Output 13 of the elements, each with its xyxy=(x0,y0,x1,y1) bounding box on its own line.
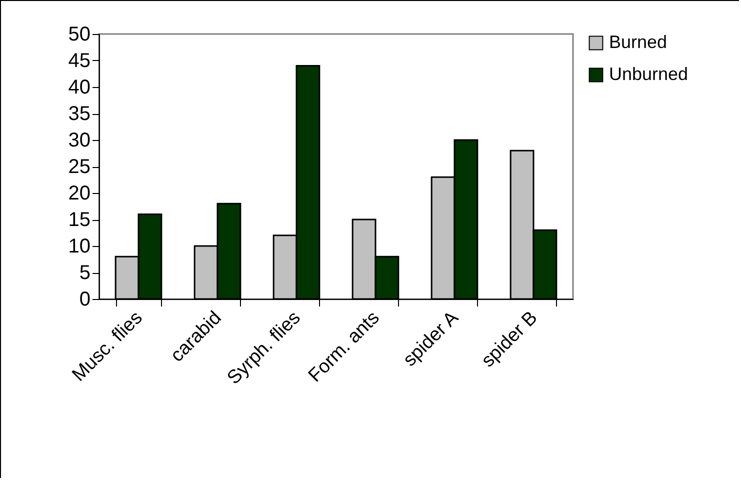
legend-label: Burned xyxy=(609,32,668,52)
y-tick-label: 45 xyxy=(68,50,90,72)
y-tick-label: 15 xyxy=(68,209,90,231)
y-tick-label: 10 xyxy=(68,236,90,258)
y-tick-label: 20 xyxy=(68,182,90,204)
y-tick-label: 30 xyxy=(68,130,90,152)
y-tick-label: 5 xyxy=(79,262,90,284)
y-tick-label: 50 xyxy=(68,24,90,46)
y-tick-label: 40 xyxy=(68,76,90,98)
y-tick-label: 35 xyxy=(68,103,90,125)
legend-label: Unburned xyxy=(609,64,688,84)
y-tick-label: 25 xyxy=(68,156,90,178)
y-tick-label: 0 xyxy=(79,288,90,310)
